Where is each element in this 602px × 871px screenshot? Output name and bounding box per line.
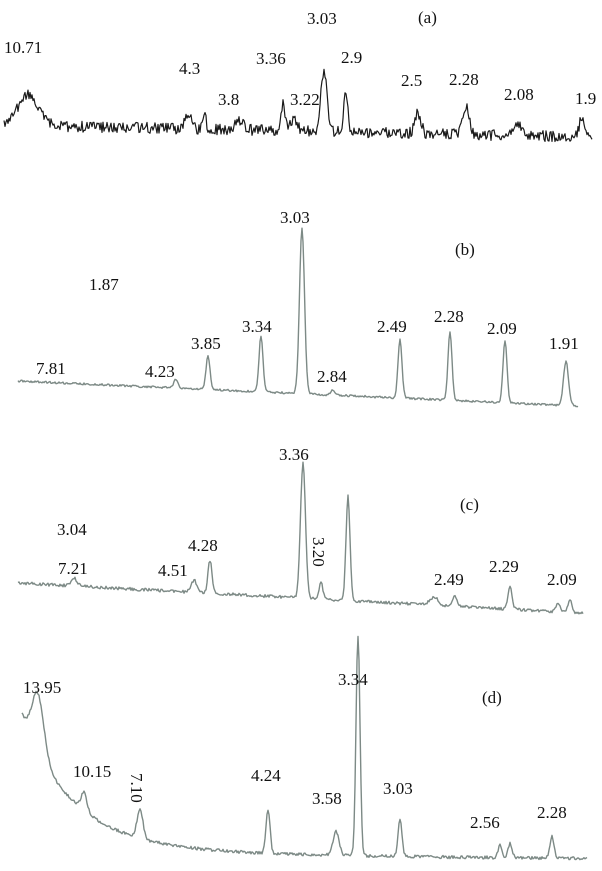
panel-b-peak-label-2: 7.81 [36, 359, 66, 378]
panel-d-peak-label-6: 3.34 [338, 670, 368, 689]
panel-b-peak-label-3: 4.23 [145, 362, 175, 381]
panel-b-title: (b) [455, 240, 475, 259]
panel-b-peak-label-11: 1.91 [549, 334, 579, 353]
panel-d-title: (d) [482, 688, 502, 707]
panel-c: (c) 3.04 7.21 4.51 4.28 3.36 3.20 2.49 2… [17, 445, 584, 615]
panel-a-peak-label-4: 3.36 [256, 49, 286, 68]
panel-d-peak-label-1: 13.95 [23, 678, 61, 697]
panel-c-peak-label-6: 3.20 [309, 537, 328, 567]
panel-a-peak-label-6: 3.03 [307, 9, 337, 28]
panel-b-peak-label-9: 2.28 [434, 307, 464, 326]
panel-d-peak-label-9: 2.28 [537, 803, 567, 822]
panel-a-peak-label-3: 3.8 [218, 90, 239, 109]
panel-b-peak-label-8: 2.49 [377, 317, 407, 336]
panel-a-trace [3, 68, 593, 143]
panel-d-peak-label-8: 2.56 [470, 813, 500, 832]
panel-c-peak-label-4: 4.28 [188, 536, 218, 555]
panel-d-peak-label-2: 10.15 [73, 762, 111, 781]
panel-d-peak-label-4: 4.24 [251, 766, 281, 785]
panel-a-peak-label-2: 4.3 [179, 59, 200, 78]
panel-c-peak-label-3: 4.51 [158, 561, 188, 580]
panel-d-peak-label-3: 7.10 [127, 773, 146, 803]
panel-a-peak-label-5: 3.22 [290, 90, 320, 109]
panel-b-trace [17, 227, 579, 408]
panel-b-peak-label-7: 2.84 [317, 367, 347, 386]
panel-d-peak-label-7: 3.03 [383, 779, 413, 798]
panel-b-peak-label-10: 2.09 [487, 319, 517, 338]
panel-a-peak-label-8: 2.5 [401, 71, 422, 90]
panel-c-peak-label-9: 2.09 [547, 570, 577, 589]
panel-c-trace [17, 461, 584, 615]
panel-b-peak-label-5: 3.34 [242, 317, 272, 336]
panel-a: (a) 10.71 4.3 3.8 3.36 3.22 3.03 2.9 2.5… [3, 8, 596, 143]
panel-d: (d) 13.95 10.15 7.10 4.24 3.58 3.34 3.03… [21, 635, 588, 861]
panel-b-peak-label-1: 1.87 [89, 275, 119, 294]
panel-c-peak-label-8: 2.29 [489, 557, 519, 576]
panel-a-title: (a) [418, 8, 437, 27]
panel-a-peak-label-10: 2.08 [504, 85, 534, 104]
panel-d-peak-label-5: 3.58 [312, 789, 342, 808]
panel-a-peak-label-9: 2.28 [449, 70, 479, 89]
panel-b-peak-label-4: 3.85 [191, 334, 221, 353]
panel-a-peak-label-1: 10.71 [4, 38, 42, 57]
panel-a-peak-label-11: 1.9 [575, 89, 596, 108]
panel-c-peak-label-2: 7.21 [58, 559, 88, 578]
panel-d-trace [21, 635, 588, 861]
panel-c-peak-label-7: 2.49 [434, 570, 464, 589]
panel-b: (b) 1.87 7.81 4.23 3.85 3.34 3.03 2.84 2… [17, 208, 579, 408]
panel-c-peak-label-1: 3.04 [57, 520, 87, 539]
panel-b-peak-label-6: 3.03 [280, 208, 310, 227]
panel-a-peak-label-7: 2.9 [341, 48, 362, 67]
panel-c-peak-label-5: 3.36 [279, 445, 309, 464]
panel-c-title: (c) [460, 495, 479, 514]
